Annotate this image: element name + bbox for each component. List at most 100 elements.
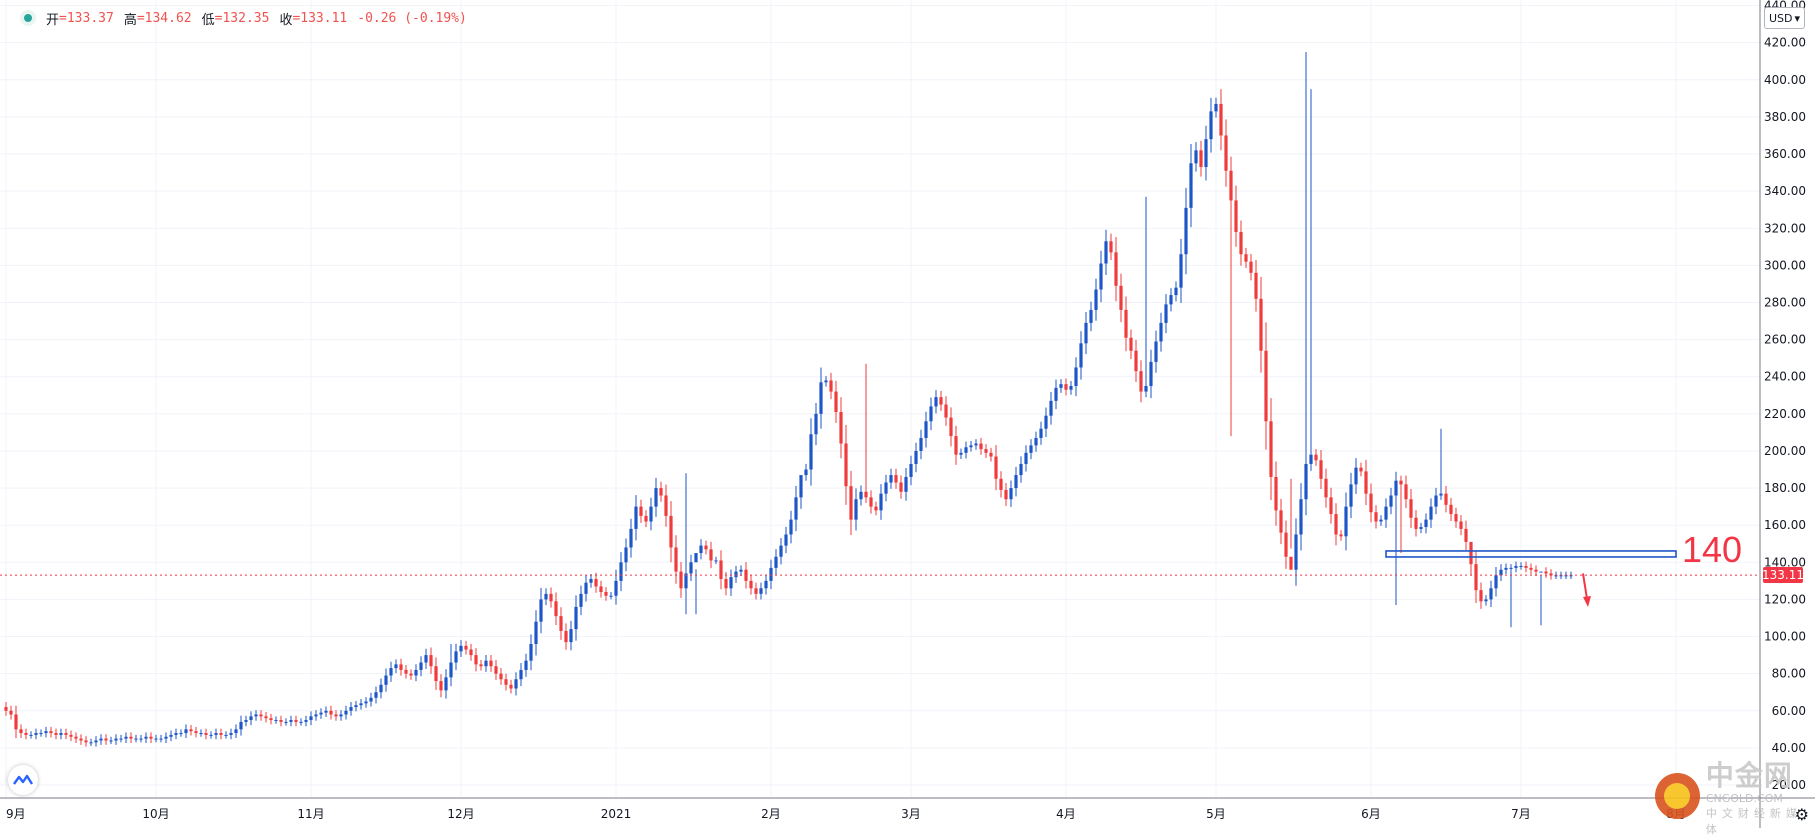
arrow-head [1583, 595, 1591, 607]
candle-body [1209, 111, 1213, 140]
candle-body [919, 437, 923, 451]
candle-body [934, 397, 938, 407]
candle-body [789, 519, 793, 535]
candle-body [1404, 484, 1408, 500]
candle-body [269, 718, 273, 721]
y-tick-label: 240.00 [1764, 370, 1806, 384]
candle-body [44, 731, 48, 734]
candle-body [1019, 463, 1023, 476]
candle-body [304, 720, 308, 722]
candle-body [84, 740, 88, 743]
candle-body [1014, 475, 1018, 489]
candle-body [339, 714, 343, 717]
candle-body [349, 707, 353, 711]
candle-body [399, 664, 403, 670]
candle-body [334, 714, 338, 717]
candle-body [264, 716, 268, 719]
candle-body [1549, 573, 1553, 576]
candle-body [1234, 200, 1238, 232]
candle-body [1044, 415, 1048, 429]
candle-body [944, 404, 948, 418]
candle-body [1189, 163, 1193, 208]
candle-body [314, 714, 318, 717]
candle-body [1214, 103, 1218, 112]
candle-body [689, 562, 693, 574]
candle-body [1454, 514, 1458, 522]
candle-body [419, 662, 423, 670]
candle-body [254, 714, 258, 717]
support-label: 140 [1682, 529, 1742, 570]
candle-body [1289, 556, 1293, 570]
y-tick-label: 380.00 [1764, 110, 1806, 124]
candle-body [449, 662, 453, 678]
candle-body [244, 720, 248, 722]
candle-body [909, 463, 913, 477]
y-tick-label: 140.00 [1764, 555, 1806, 569]
candle-body [474, 655, 478, 665]
candle-body [1369, 493, 1373, 513]
candle-body [469, 649, 473, 656]
candle-body [1384, 506, 1388, 520]
candle-body [769, 567, 773, 581]
candle-body [749, 580, 753, 589]
candle-body [189, 729, 193, 732]
candle-body [319, 712, 323, 715]
y-tick-label: 300.00 [1764, 258, 1806, 272]
candle-body [54, 733, 58, 735]
candle-body [169, 734, 173, 737]
candle-body [279, 720, 283, 722]
candle-body [19, 729, 23, 734]
candle-body [354, 705, 358, 708]
candle-body [1414, 517, 1418, 529]
candle-body [1054, 387, 1058, 401]
candle-body [929, 406, 933, 422]
currency-selector[interactable]: USD ▾ [1763, 7, 1805, 29]
candle-body [214, 733, 218, 735]
candle-body [1119, 285, 1123, 310]
tradingview-logo-icon[interactable] [8, 765, 38, 795]
candle-body [539, 599, 543, 622]
candle-body [1364, 471, 1368, 494]
candle-body [184, 729, 188, 734]
candle-body [1554, 575, 1558, 577]
candle-body [49, 731, 53, 734]
candle-body [544, 593, 548, 600]
candle-body [1494, 575, 1498, 589]
settings-gear-icon[interactable]: ⚙ [1794, 805, 1809, 824]
candle-body [739, 569, 743, 572]
candle-body [634, 506, 638, 529]
candle-body [179, 733, 183, 735]
low-value: =132.35 [214, 10, 270, 26]
candle-body [404, 669, 408, 674]
candle-body [1319, 460, 1323, 479]
candle-body [389, 668, 393, 676]
candle-body [1329, 497, 1333, 515]
candle-body [834, 391, 838, 412]
candle-body [514, 679, 518, 689]
candle-body [889, 475, 893, 483]
candle-body [199, 733, 203, 735]
candle-body [109, 740, 113, 742]
y-tick-label: 220.00 [1764, 407, 1806, 421]
candle-body [1124, 309, 1128, 338]
candle-body [654, 488, 658, 507]
candle-body [939, 397, 943, 405]
candle-body [464, 645, 468, 650]
candle-body [1304, 463, 1308, 500]
y-tick-label: 400.00 [1764, 73, 1806, 87]
arrow-down-icon [1582, 573, 1588, 600]
candle-body [694, 553, 698, 563]
candle-body [1424, 519, 1428, 528]
candle-body [559, 616, 563, 631]
candle-body [1474, 564, 1478, 591]
candle-body [429, 655, 433, 667]
watermark-en: CNGOLD.COM [1705, 792, 1783, 805]
candle-body [434, 666, 438, 682]
candle-body [34, 733, 38, 735]
candle-body [849, 486, 853, 520]
candle-body [1069, 386, 1073, 390]
y-tick-label: 120.00 [1764, 592, 1806, 606]
candle-body [444, 677, 448, 691]
candle-body [1059, 384, 1063, 388]
